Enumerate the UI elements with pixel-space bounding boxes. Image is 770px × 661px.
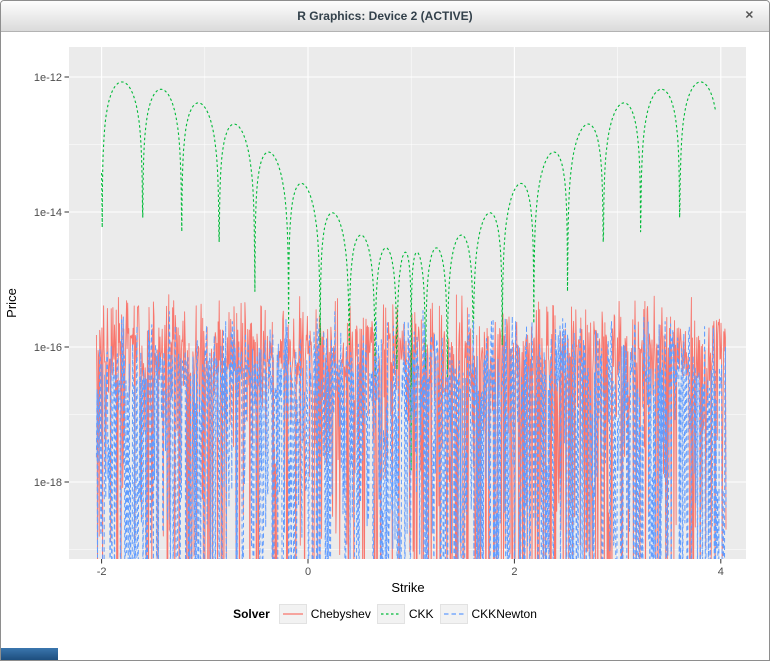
legend-key-line-icon — [380, 613, 401, 615]
x-tick-label: -2 — [97, 566, 107, 578]
y-tick-label: 1e-18 — [34, 477, 62, 489]
y-tick-label: 1e-12 — [34, 72, 62, 84]
legend-key-line-icon — [282, 613, 303, 615]
legend-key-chebyshev — [278, 604, 307, 624]
background-window-fragment — [1, 648, 58, 660]
legend-item-ckknewton: CKKNewton — [439, 604, 537, 624]
legend-label-ckknewton: CKKNewton — [471, 607, 537, 621]
legend-item-chebyshev: Chebyshev — [278, 604, 371, 624]
close-icon[interactable]: ✕ — [744, 9, 754, 22]
window-title: R Graphics: Device 2 (ACTIVE) — [297, 9, 473, 23]
y-axis-title: Price — [4, 288, 19, 318]
window-titlebar[interactable]: R Graphics: Device 2 (ACTIVE) ✕ — [1, 1, 769, 32]
legend-label-ckk: CKK — [408, 607, 434, 621]
x-axis-title: Strike — [391, 580, 424, 595]
legend-label-chebyshev: Chebyshev — [310, 607, 371, 621]
x-tick-label: 4 — [718, 566, 724, 578]
series-line-ckknewton — [95, 310, 727, 559]
y-tick-label: 1e-16 — [34, 342, 62, 354]
plot-canvas: -2 0 2 4 1e-12 1e-14 1e-16 1e-18 Strike Price — [4, 47, 746, 595]
y-tick-label: 1e-14 — [34, 207, 62, 219]
series-line-ckk — [101, 81, 717, 471]
legend-title: Solver — [233, 607, 270, 621]
plot-content-area: -2 0 2 4 1e-12 1e-14 1e-16 1e-18 Strike Price Sol… — [1, 32, 769, 660]
x-tick-label: 2 — [511, 566, 517, 578]
legend-key-ckknewton — [439, 604, 468, 624]
legend-item-ckk: CKK — [376, 604, 434, 624]
legend-key-line-icon — [443, 613, 464, 615]
x-tick-label: 0 — [305, 566, 311, 578]
series-group — [95, 81, 727, 559]
legend-key-ckk — [376, 604, 405, 624]
legend: Solver Chebyshev CKK CKKNewton — [1, 604, 769, 624]
